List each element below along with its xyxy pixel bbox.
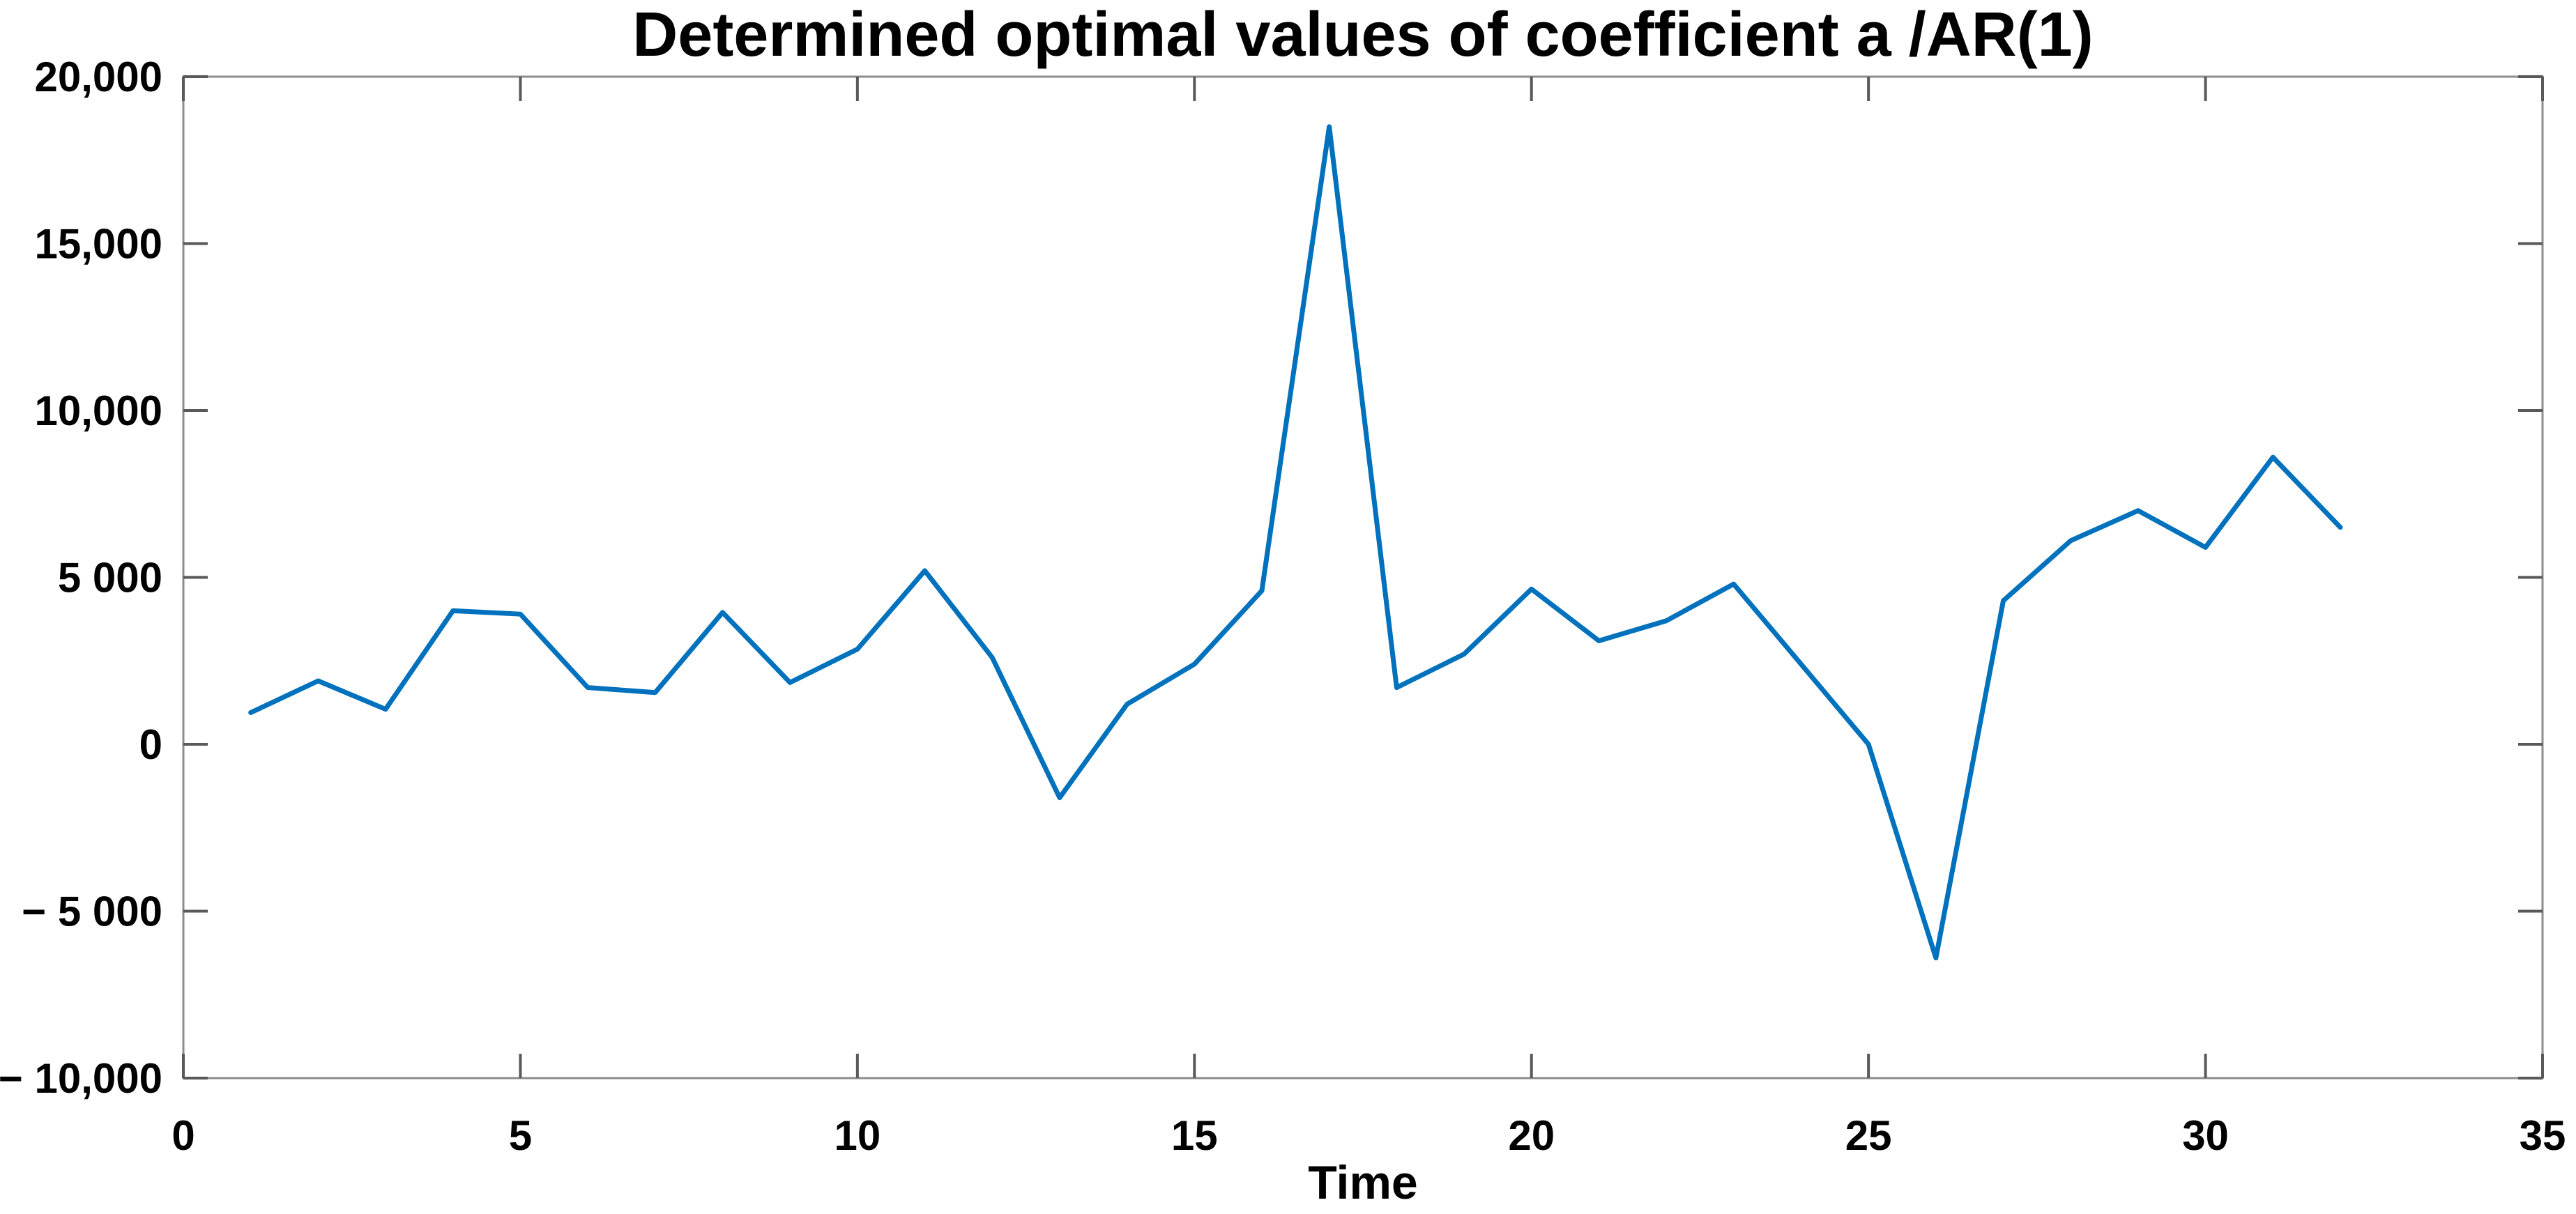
y-tick-label: 0 (139, 721, 162, 768)
x-tick-label: 15 (1171, 1112, 1218, 1159)
x-axis-label: Time (1308, 1156, 1417, 1209)
chart-title: Determined optimal values of coefficient… (632, 0, 2093, 70)
plot-box (182, 75, 2544, 1079)
y-tick-label: 5 000 (58, 555, 162, 601)
y-tick-label: − 5 000 (22, 889, 162, 935)
y-tick-label: 20,000 (34, 54, 162, 100)
x-tick-label: 5 (509, 1112, 532, 1159)
y-tick-label: 15,000 (34, 221, 162, 268)
x-tick-label: 10 (834, 1112, 881, 1159)
y-tick-label: 10,000 (34, 387, 162, 434)
x-tick-label: 20 (1508, 1112, 1555, 1159)
data-line (248, 124, 2343, 961)
x-tick-label: 35 (2520, 1112, 2566, 1159)
x-tick-label: 25 (1845, 1112, 1892, 1159)
x-tick-label: 30 (2182, 1112, 2229, 1159)
x-tick-label: 0 (172, 1112, 195, 1159)
y-tick-label: − 10,000 (0, 1055, 162, 1102)
